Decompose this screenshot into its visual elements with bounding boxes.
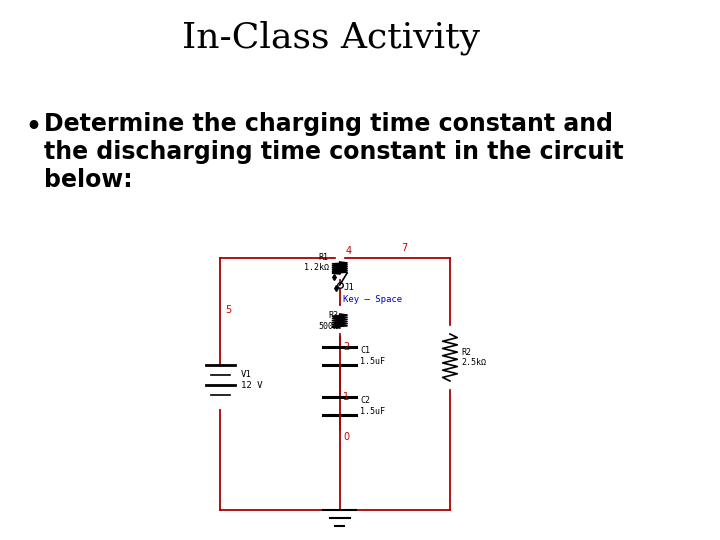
- Text: Key – Space: Key – Space: [343, 294, 402, 303]
- Text: R2
2.5kΩ: R2 2.5kΩ: [461, 348, 486, 367]
- Text: 5: 5: [225, 305, 231, 315]
- Text: C2
1.5uF: C2 1.5uF: [360, 396, 385, 416]
- Text: 0: 0: [343, 432, 350, 442]
- Text: 4: 4: [346, 246, 351, 256]
- Text: below:: below:: [44, 168, 132, 192]
- Text: V1
12 V: V1 12 V: [240, 370, 262, 390]
- Text: In-Class Activity: In-Class Activity: [181, 21, 480, 55]
- Text: Determine the charging time constant and: Determine the charging time constant and: [44, 112, 613, 136]
- Text: R1
1.2kΩ: R1 1.2kΩ: [304, 253, 329, 272]
- Text: 1: 1: [343, 392, 350, 402]
- Text: 2: 2: [343, 342, 350, 352]
- Text: C1
1.5uF: C1 1.5uF: [360, 346, 385, 366]
- Text: •: •: [26, 115, 42, 139]
- Text: J1: J1: [343, 282, 354, 292]
- Text: 7: 7: [401, 243, 408, 253]
- Text: R3
500Ω: R3 500Ω: [318, 311, 338, 330]
- Text: the discharging time constant in the circuit: the discharging time constant in the cir…: [44, 140, 624, 164]
